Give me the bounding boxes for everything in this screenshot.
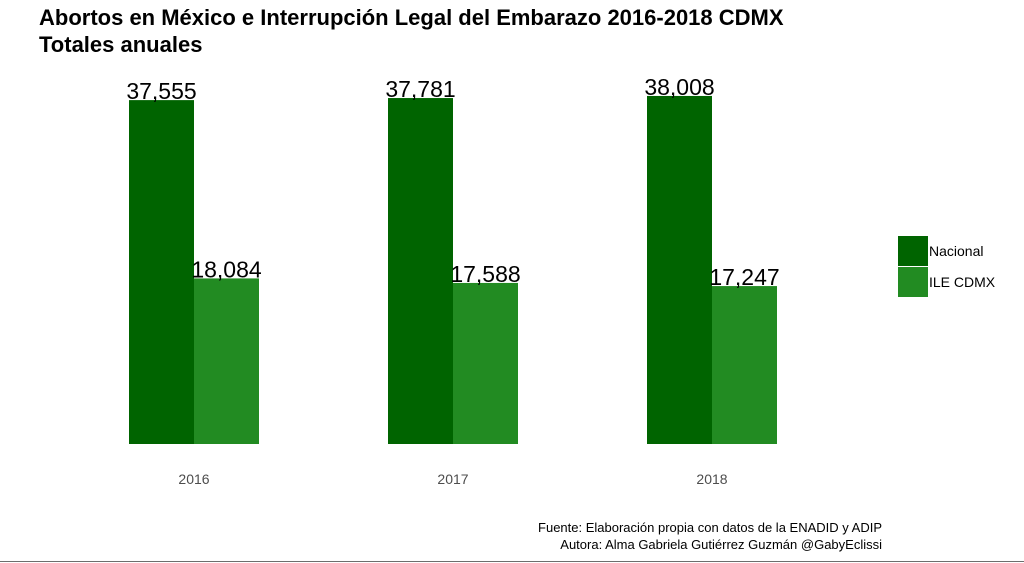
- x-tick-label-2017: 2017: [437, 471, 468, 487]
- data-label-nacional-2017: 37,781: [385, 76, 455, 102]
- x-tick-label-2016: 2016: [178, 471, 209, 487]
- bar-nacional-2016: [129, 100, 194, 445]
- data-label-ile-cdmx-2017: 17,588: [450, 261, 520, 287]
- data-label-nacional-2018: 38,008: [644, 74, 714, 100]
- chart-title-block: Abortos en México e Interrupción Legal d…: [39, 4, 784, 58]
- legend-key-ile-cdmx: [898, 267, 928, 297]
- data-label-nacional-2016: 37,555: [126, 78, 196, 104]
- bottom-divider: [0, 561, 1024, 562]
- data-label-ile-cdmx-2016: 18,084: [191, 256, 262, 282]
- legend-label-nacional: Nacional: [929, 243, 983, 259]
- bar-ile-cdmx-2017: [453, 282, 518, 444]
- legend-key-nacional: [898, 236, 928, 266]
- chart-subtitle: Totales anuales: [39, 32, 203, 57]
- x-tick-label-2018: 2018: [696, 471, 727, 487]
- data-label-ile-cdmx-2018: 17,247: [709, 264, 779, 290]
- caption-source: Fuente: Elaboración propia con datos de …: [538, 520, 882, 535]
- bar-nacional-2017: [388, 98, 453, 445]
- caption-author: Autora: Alma Gabriela Gutiérrez Guzmán @…: [560, 537, 882, 552]
- bar-nacional-2018: [647, 95, 712, 444]
- bar-ile-cdmx-2018: [712, 286, 777, 444]
- chart-title: Abortos en México e Interrupción Legal d…: [39, 5, 784, 30]
- legend-label-ile-cdmx: ILE CDMX: [929, 274, 996, 290]
- chart-caption: Fuente: Elaboración propia con datos de …: [538, 519, 882, 553]
- bar-ile-cdmx-2016: [194, 278, 259, 444]
